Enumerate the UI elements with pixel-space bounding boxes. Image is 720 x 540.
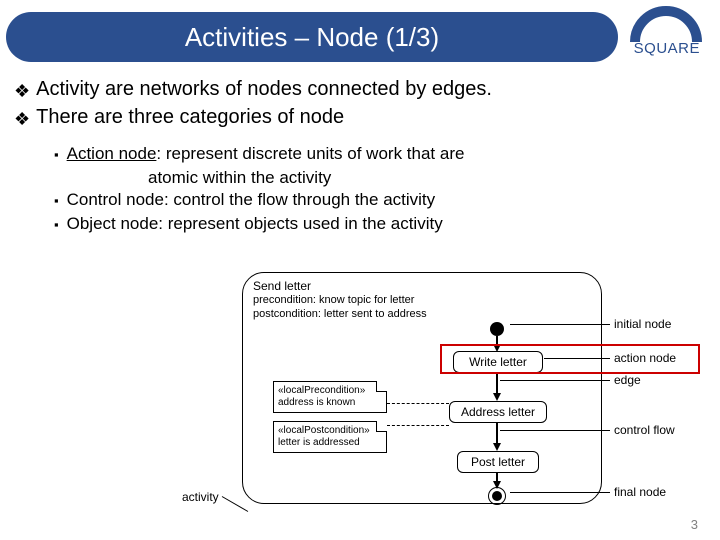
bullet-1-text: Activity are networks of nodes connected… bbox=[36, 78, 492, 101]
activity-postcondition: postcondition: letter sent to address bbox=[253, 307, 427, 321]
label-edge: edge bbox=[614, 373, 641, 387]
action-node-address: Address letter bbox=[449, 401, 547, 423]
square-bullet-icon: ▪ bbox=[54, 214, 59, 236]
sub-1-rest: : represent discrete units of work that … bbox=[156, 144, 464, 163]
sub-bullet-3: ▪ Object node: represent objects used in… bbox=[54, 214, 706, 236]
diamond-bullet-icon: ❖ bbox=[14, 106, 30, 132]
square-bullet-icon: ▪ bbox=[54, 144, 59, 166]
note-pre-connector bbox=[387, 403, 449, 404]
note-post-stereo: «localPostcondition» bbox=[278, 425, 382, 437]
bullet-2: ❖ There are three categories of node bbox=[14, 106, 706, 132]
address-label: Address letter bbox=[461, 405, 535, 419]
label-activity: activity bbox=[182, 490, 219, 504]
logo-text: SQUARE bbox=[634, 40, 700, 57]
sub-1-cont: atomic within the activity bbox=[148, 168, 706, 188]
post-label: Post letter bbox=[471, 455, 525, 469]
page-number: 3 bbox=[691, 517, 698, 532]
bullet-1: ❖ Activity are networks of nodes connect… bbox=[14, 78, 706, 104]
label-control-flow: control flow bbox=[614, 423, 675, 437]
lead-flow bbox=[500, 430, 610, 431]
lead-final bbox=[510, 492, 610, 493]
diamond-bullet-icon: ❖ bbox=[14, 78, 30, 104]
sub-bullet-2: ▪ Control node: control the flow through… bbox=[54, 190, 706, 212]
lead-action bbox=[544, 358, 610, 359]
note-post-connector bbox=[387, 425, 449, 426]
activity-precondition: precondition: know topic for letter bbox=[253, 293, 427, 307]
note-precondition: «localPrecondition» address is known bbox=[273, 381, 387, 413]
arrow-icon bbox=[493, 443, 501, 451]
final-node bbox=[488, 487, 506, 505]
initial-node bbox=[490, 322, 504, 336]
label-initial-node: initial node bbox=[614, 317, 671, 331]
bullet-2-text: There are three categories of node bbox=[36, 106, 344, 129]
sub-1-underline: Action node bbox=[67, 144, 157, 163]
label-action-node: action node bbox=[614, 351, 676, 365]
content-area: ❖ Activity are networks of nodes connect… bbox=[14, 78, 706, 238]
note-pre-text: address is known bbox=[278, 397, 382, 409]
sub-bullets: ▪ Action node: represent discrete units … bbox=[54, 144, 706, 236]
edge-2 bbox=[496, 373, 498, 395]
slide-title: Activities – Node (1/3) bbox=[185, 22, 439, 53]
activity-name: Send letter bbox=[253, 279, 427, 293]
activity-boundary: Send letter precondition: know topic for… bbox=[242, 272, 602, 504]
note-postcondition: «localPostcondition» letter is addressed bbox=[273, 421, 387, 453]
action-node-post: Post letter bbox=[457, 451, 539, 473]
note-pre-stereo: «localPrecondition» bbox=[278, 385, 382, 397]
final-node-inner-icon bbox=[492, 491, 502, 501]
lead-activity bbox=[222, 496, 248, 512]
lead-initial bbox=[510, 324, 610, 325]
logo-arc-icon bbox=[630, 6, 702, 42]
arrow-icon bbox=[493, 393, 501, 401]
title-banner: Activities – Node (1/3) bbox=[6, 12, 618, 62]
note-post-text: letter is addressed bbox=[278, 437, 382, 449]
lead-edge bbox=[500, 380, 610, 381]
edge-3 bbox=[496, 423, 498, 445]
activity-header: Send letter precondition: know topic for… bbox=[253, 279, 427, 321]
activity-diagram: Send letter precondition: know topic for… bbox=[180, 268, 710, 518]
sub-3-text: Object node: represent objects used in t… bbox=[67, 214, 443, 234]
sub-2-text: Control node: control the flow through t… bbox=[67, 190, 436, 210]
sub-bullet-1: ▪ Action node: represent discrete units … bbox=[54, 144, 706, 166]
square-bullet-icon: ▪ bbox=[54, 190, 59, 212]
label-final-node: final node bbox=[614, 485, 666, 499]
sub-1-text: Action node: represent discrete units of… bbox=[67, 144, 465, 164]
